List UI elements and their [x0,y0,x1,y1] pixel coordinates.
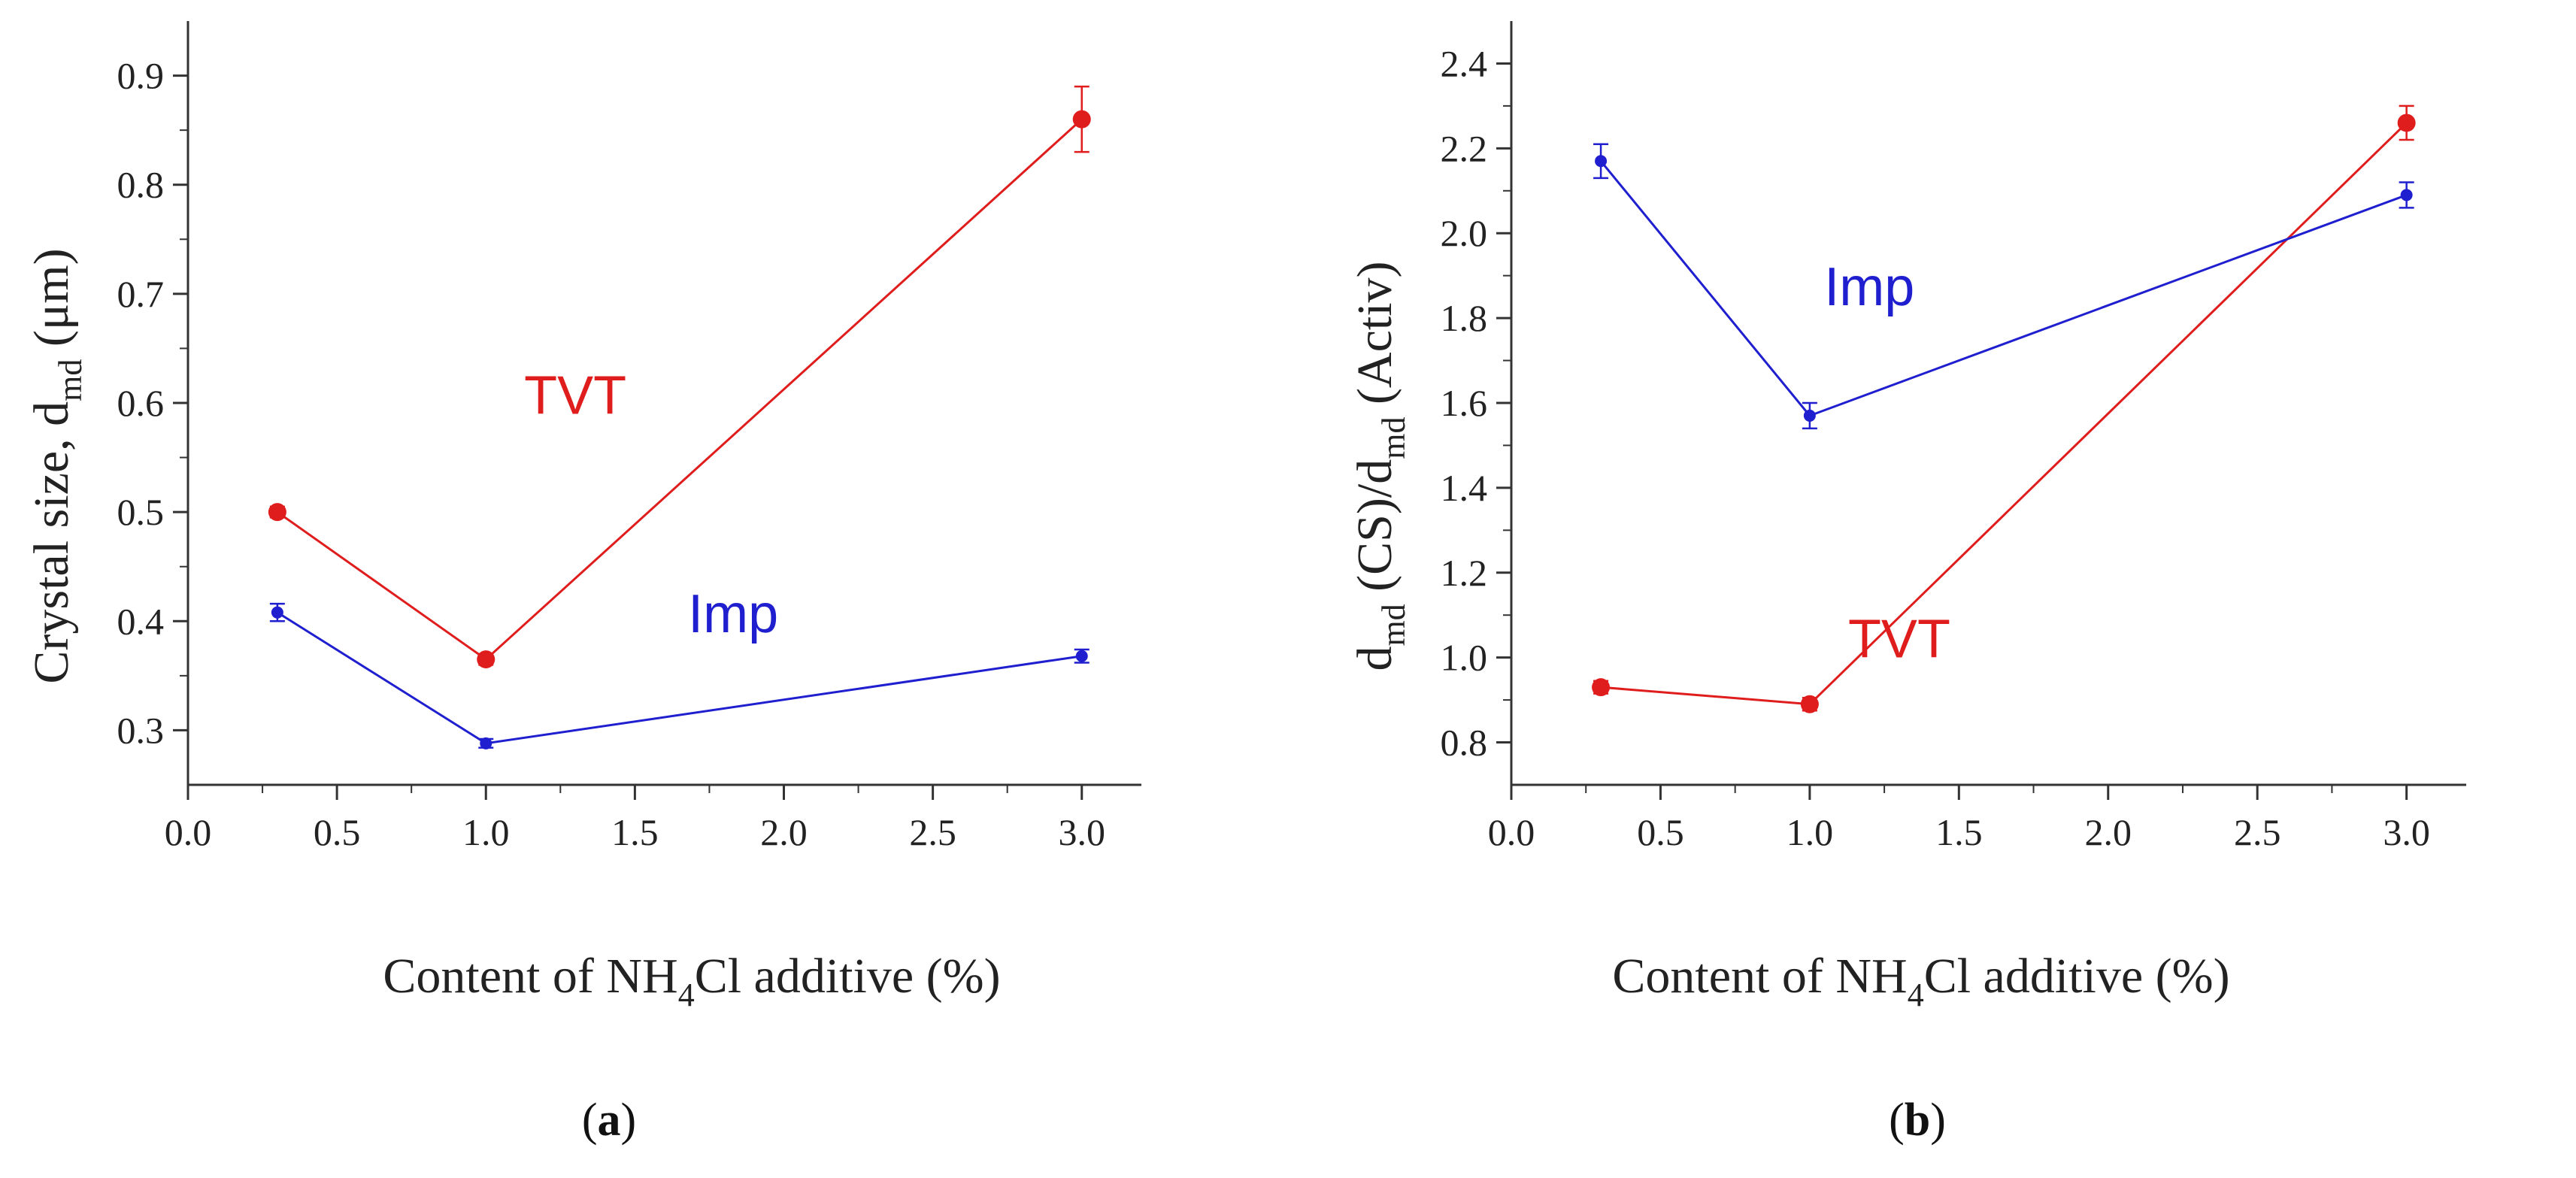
y-tick-label-b: 1.8 [1441,297,1488,339]
y-tick-label-a: 0.7 [117,273,165,315]
y-tick-label-b: 1.0 [1441,637,1488,679]
y-tick-label-a: 0.4 [117,600,165,642]
x-tick-label-a: 1.0 [462,811,510,853]
y-tick-label-b: 2.2 [1441,127,1488,169]
x-tick-label-b: 1.5 [1935,811,1983,853]
chart-panel-a: 0.0 0.5 1.0 1.5 2.0 2.5 3.0 0.3 0.4 0.5 0.6 0.7 0.8 0… [24,21,1141,1146]
data-point-imp-b [1803,409,1816,422]
plot-area-b: 0.0 0.5 1.0 1.5 2.0 2.5 3.0 0.8 1.0 1.2 1.4 1.6 1.8 2… [1441,21,2466,853]
x-tick-label-a: 0.0 [165,811,212,853]
series-label-imp-a: Imp [688,584,778,644]
series-line-imp-b [1599,160,2408,417]
panel-label-b: (b) [1889,1095,1946,1146]
data-point-tvt-a [477,650,496,669]
series-label-tvt-b: TVT [1848,610,1950,670]
y-axis-label-b: dmd (CS)/dmd (Activ) [1347,261,1412,671]
data-point-tvt-b [1592,678,1611,697]
x-tick-label-a: 1.5 [611,811,659,853]
series-line-imp-a [277,611,1082,745]
data-point-tvt-a [268,503,286,522]
series-line-tvt-b [1600,122,2408,706]
data-point-tvt-a [1072,110,1091,129]
x-tick-label-b: 2.0 [2085,811,2132,853]
data-point-imp-b [1595,155,1608,168]
x-axis-label-b: Content of NH4Cl additive (%) [1612,949,2229,1013]
x-tick-label-b: 3.0 [2383,811,2430,853]
data-point-imp-a [1075,650,1088,662]
y-tick-label-b: 1.6 [1441,382,1488,424]
y-tick-label-a: 0.8 [117,164,165,206]
x-tick-label-b: 0.0 [1488,811,1535,853]
x-tick-label-b: 2.5 [2234,811,2281,853]
series-label-imp-b: Imp [1824,257,1914,317]
y-axis-label-a: Crystal size, dmd (μm) [24,248,89,683]
y-tick-label-a: 0.3 [117,709,165,751]
x-tick-label-b: 0.5 [1637,811,1684,853]
data-point-imp-b [2400,189,2413,201]
y-tick-label-b: 2.4 [1441,42,1488,84]
y-tick-label-b: 0.8 [1441,722,1488,764]
plot-area-a: 0.0 0.5 1.0 1.5 2.0 2.5 3.0 0.3 0.4 0.5 0.6 0.7 0.8 0… [117,21,1141,853]
x-tick-label-a: 3.0 [1059,811,1106,853]
y-tick-label-a: 0.9 [117,55,165,97]
y-tick-label-b: 1.4 [1441,467,1488,509]
x-tick-label-a: 2.0 [760,811,808,853]
x-axis-label-a: Content of NH4Cl additive (%) [383,949,1000,1013]
x-tick-label-a: 0.5 [314,811,361,853]
panel-label-a: (a) [582,1095,636,1146]
series-label-tvt-a: TVT [524,366,626,426]
x-tick-label-b: 1.0 [1787,811,1834,853]
y-tick-label-a: 0.6 [117,382,165,424]
series-line-tvt-a [277,118,1083,662]
data-point-imp-a [271,606,283,619]
chart-panel-b: 0.0 0.5 1.0 1.5 2.0 2.5 3.0 0.8 1.0 1.2 1.4 1.6 1.8 2… [1347,21,2466,1146]
y-tick-label-b: 1.2 [1441,552,1488,594]
data-point-tvt-b [1800,695,1819,713]
y-tick-label-a: 0.5 [117,491,165,533]
x-tick-label-a: 2.5 [909,811,956,853]
y-tick-label-b: 2.0 [1441,212,1488,254]
data-point-imp-a [480,737,492,749]
data-point-tvt-b [2397,114,2416,132]
